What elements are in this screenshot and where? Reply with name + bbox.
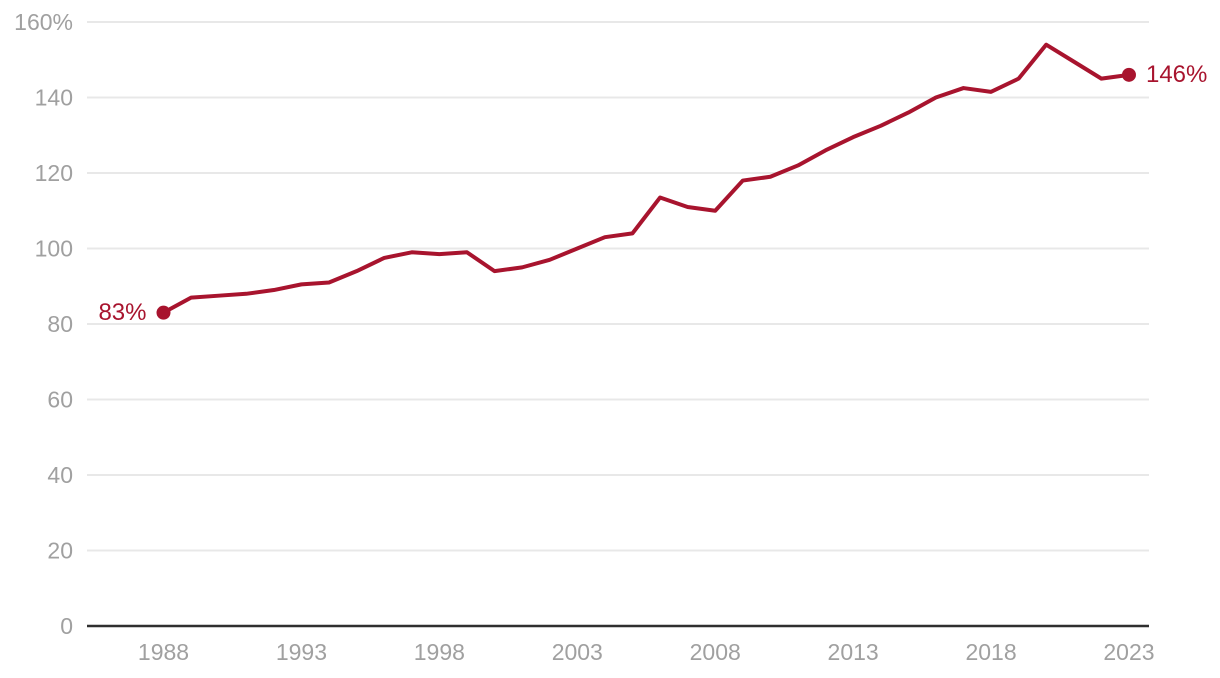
x-tick-label: 2023 (1103, 639, 1154, 665)
y-tick-label: 0 (60, 613, 73, 639)
y-tick-label: 160% (14, 9, 73, 35)
x-tick-label: 1993 (276, 639, 327, 665)
x-tick-label: 1988 (138, 639, 189, 665)
start-point-label: 83% (98, 298, 147, 326)
x-tick-label: 2008 (690, 639, 741, 665)
y-tick-label: 140 (35, 85, 73, 111)
y-tick-label: 120 (35, 160, 73, 186)
y-tick-label: 40 (47, 462, 73, 488)
end-point-dot (1121, 67, 1136, 82)
x-tick-label: 2003 (552, 639, 603, 665)
y-tick-label: 100 (35, 236, 73, 262)
x-tick-label: 2018 (965, 639, 1016, 665)
end-point-label: 146% (1145, 60, 1208, 88)
y-tick-label: 80 (47, 311, 73, 337)
y-tick-label: 20 (47, 538, 73, 564)
start-point-dot (156, 305, 171, 320)
x-tick-label: 1998 (414, 639, 465, 665)
data-line (161, 42, 1131, 315)
x-tick-label: 2013 (828, 639, 879, 665)
y-tick-label: 60 (47, 387, 73, 413)
